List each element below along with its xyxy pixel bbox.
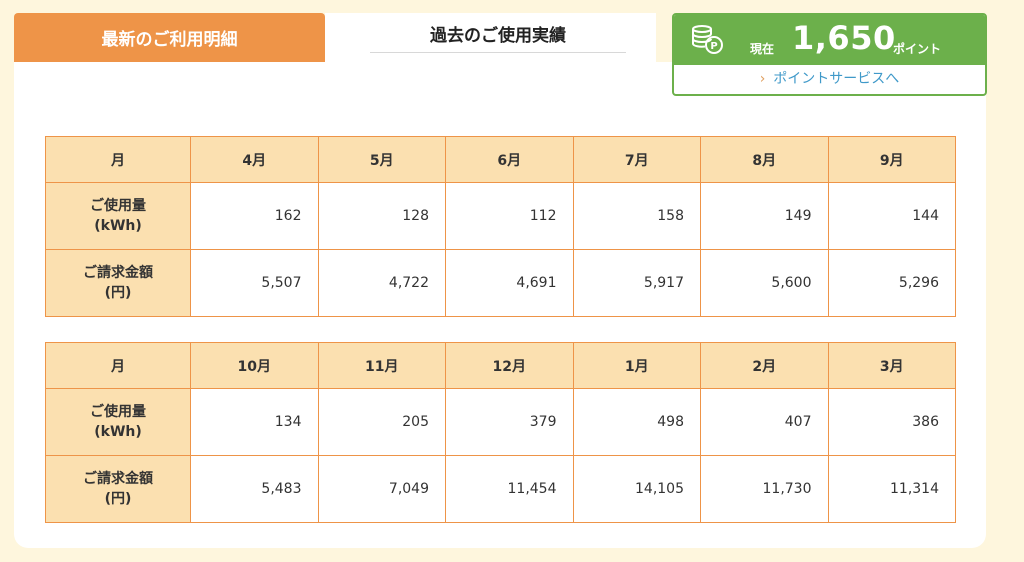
month-cell: 4月 xyxy=(190,136,319,183)
usage-unit-label: (kWh) xyxy=(94,424,142,440)
tab-latest-statement[interactable]: 最新のご利用明細 xyxy=(14,13,325,62)
usage-unit-label: (kWh) xyxy=(94,218,142,234)
table-row: ご請求金額 (円) 5,507 4,722 4,691 5,917 5,600 5… xyxy=(45,249,956,317)
bill-cell: 5,507 xyxy=(190,249,319,317)
month-cell: 5月 xyxy=(317,136,446,183)
usage-cell: 158 xyxy=(572,182,701,250)
chevron-right-icon: › xyxy=(759,71,766,87)
table-row: ご請求金額 (円) 5,483 7,049 11,454 14,105 11,73… xyxy=(45,455,956,523)
bill-cell: 14,105 xyxy=(572,455,701,523)
month-cell: 11月 xyxy=(317,342,446,389)
month-cell: 10月 xyxy=(190,342,319,389)
bill-cell: 4,722 xyxy=(317,249,446,317)
tab-divider xyxy=(325,13,346,62)
tab-usage-history[interactable]: 過去のご使用実績 xyxy=(346,13,656,95)
points-widget: P 現在 1,650 ポイント › ポイントサービスへ xyxy=(672,13,987,96)
usage-cell: 112 xyxy=(445,182,574,250)
usage-table-oct-mar: 月 10月 11月 12月 1月 2月 3月 ご使用量 (kWh) 134 205… xyxy=(45,342,956,523)
bill-cell: 5,483 xyxy=(190,455,319,523)
bill-cell: 5,917 xyxy=(572,249,701,317)
month-header: 月 xyxy=(45,342,191,389)
month-cell: 1月 xyxy=(572,342,701,389)
month-cell: 6月 xyxy=(445,136,574,183)
month-cell: 9月 xyxy=(827,136,956,183)
bill-cell: 5,296 xyxy=(827,249,956,317)
bill-cell: 5,600 xyxy=(700,249,829,317)
points-value: 1,650 xyxy=(792,19,896,57)
bill-unit-label: (円) xyxy=(104,491,132,507)
bill-row-header: ご請求金額 (円) xyxy=(45,249,191,317)
usage-label: ご使用量 xyxy=(90,198,146,214)
table-header-row: 月 4月 5月 6月 7月 8月 9月 xyxy=(45,136,956,183)
points-header: P 現在 1,650 ポイント xyxy=(674,15,985,65)
bill-cell: 4,691 xyxy=(445,249,574,317)
usage-table-apr-sep: 月 4月 5月 6月 7月 8月 9月 ご使用量 (kWh) 162 128 11… xyxy=(45,136,956,317)
points-service-link[interactable]: › ポイントサービスへ xyxy=(674,65,985,94)
usage-row-header: ご使用量 (kWh) xyxy=(45,388,191,456)
usage-cell: 379 xyxy=(445,388,574,456)
month-cell: 8月 xyxy=(700,136,829,183)
usage-cell: 134 xyxy=(190,388,319,456)
coin-stack-icon: P xyxy=(692,25,723,54)
bill-cell: 7,049 xyxy=(317,455,446,523)
usage-cell: 144 xyxy=(827,182,956,250)
usage-row-header: ご使用量 (kWh) xyxy=(45,182,191,250)
month-cell: 3月 xyxy=(827,342,956,389)
table-row: ご使用量 (kWh) 162 128 112 158 149 144 xyxy=(45,182,956,250)
bill-row-header: ご請求金額 (円) xyxy=(45,455,191,523)
month-cell: 7月 xyxy=(572,136,701,183)
usage-cell: 162 xyxy=(190,182,319,250)
month-header: 月 xyxy=(45,136,191,183)
points-link-label: ポイントサービスへ xyxy=(773,71,900,87)
usage-cell: 149 xyxy=(700,182,829,250)
tab-history-label: 過去のご使用実績 xyxy=(370,25,626,53)
bill-label: ご請求金額 xyxy=(83,471,153,487)
usage-cell: 498 xyxy=(572,388,701,456)
table-header-row: 月 10月 11月 12月 1月 2月 3月 xyxy=(45,342,956,389)
usage-label: ご使用量 xyxy=(90,404,146,420)
bill-cell: 11,730 xyxy=(700,455,829,523)
usage-cell: 386 xyxy=(827,388,956,456)
tab-latest-label: 最新のご利用明細 xyxy=(101,30,238,50)
month-cell: 12月 xyxy=(445,342,574,389)
usage-cell: 407 xyxy=(700,388,829,456)
usage-cell: 128 xyxy=(317,182,446,250)
bill-label: ご請求金額 xyxy=(83,265,153,281)
usage-cell: 205 xyxy=(317,388,446,456)
svg-text:P: P xyxy=(710,41,717,52)
points-prefix: 現在 xyxy=(750,42,775,56)
month-cell: 2月 xyxy=(700,342,829,389)
bill-unit-label: (円) xyxy=(104,285,132,301)
table-row: ご使用量 (kWh) 134 205 379 498 407 386 xyxy=(45,388,956,456)
points-unit: ポイント xyxy=(893,42,942,56)
bill-cell: 11,314 xyxy=(827,455,956,523)
bill-cell: 11,454 xyxy=(445,455,574,523)
